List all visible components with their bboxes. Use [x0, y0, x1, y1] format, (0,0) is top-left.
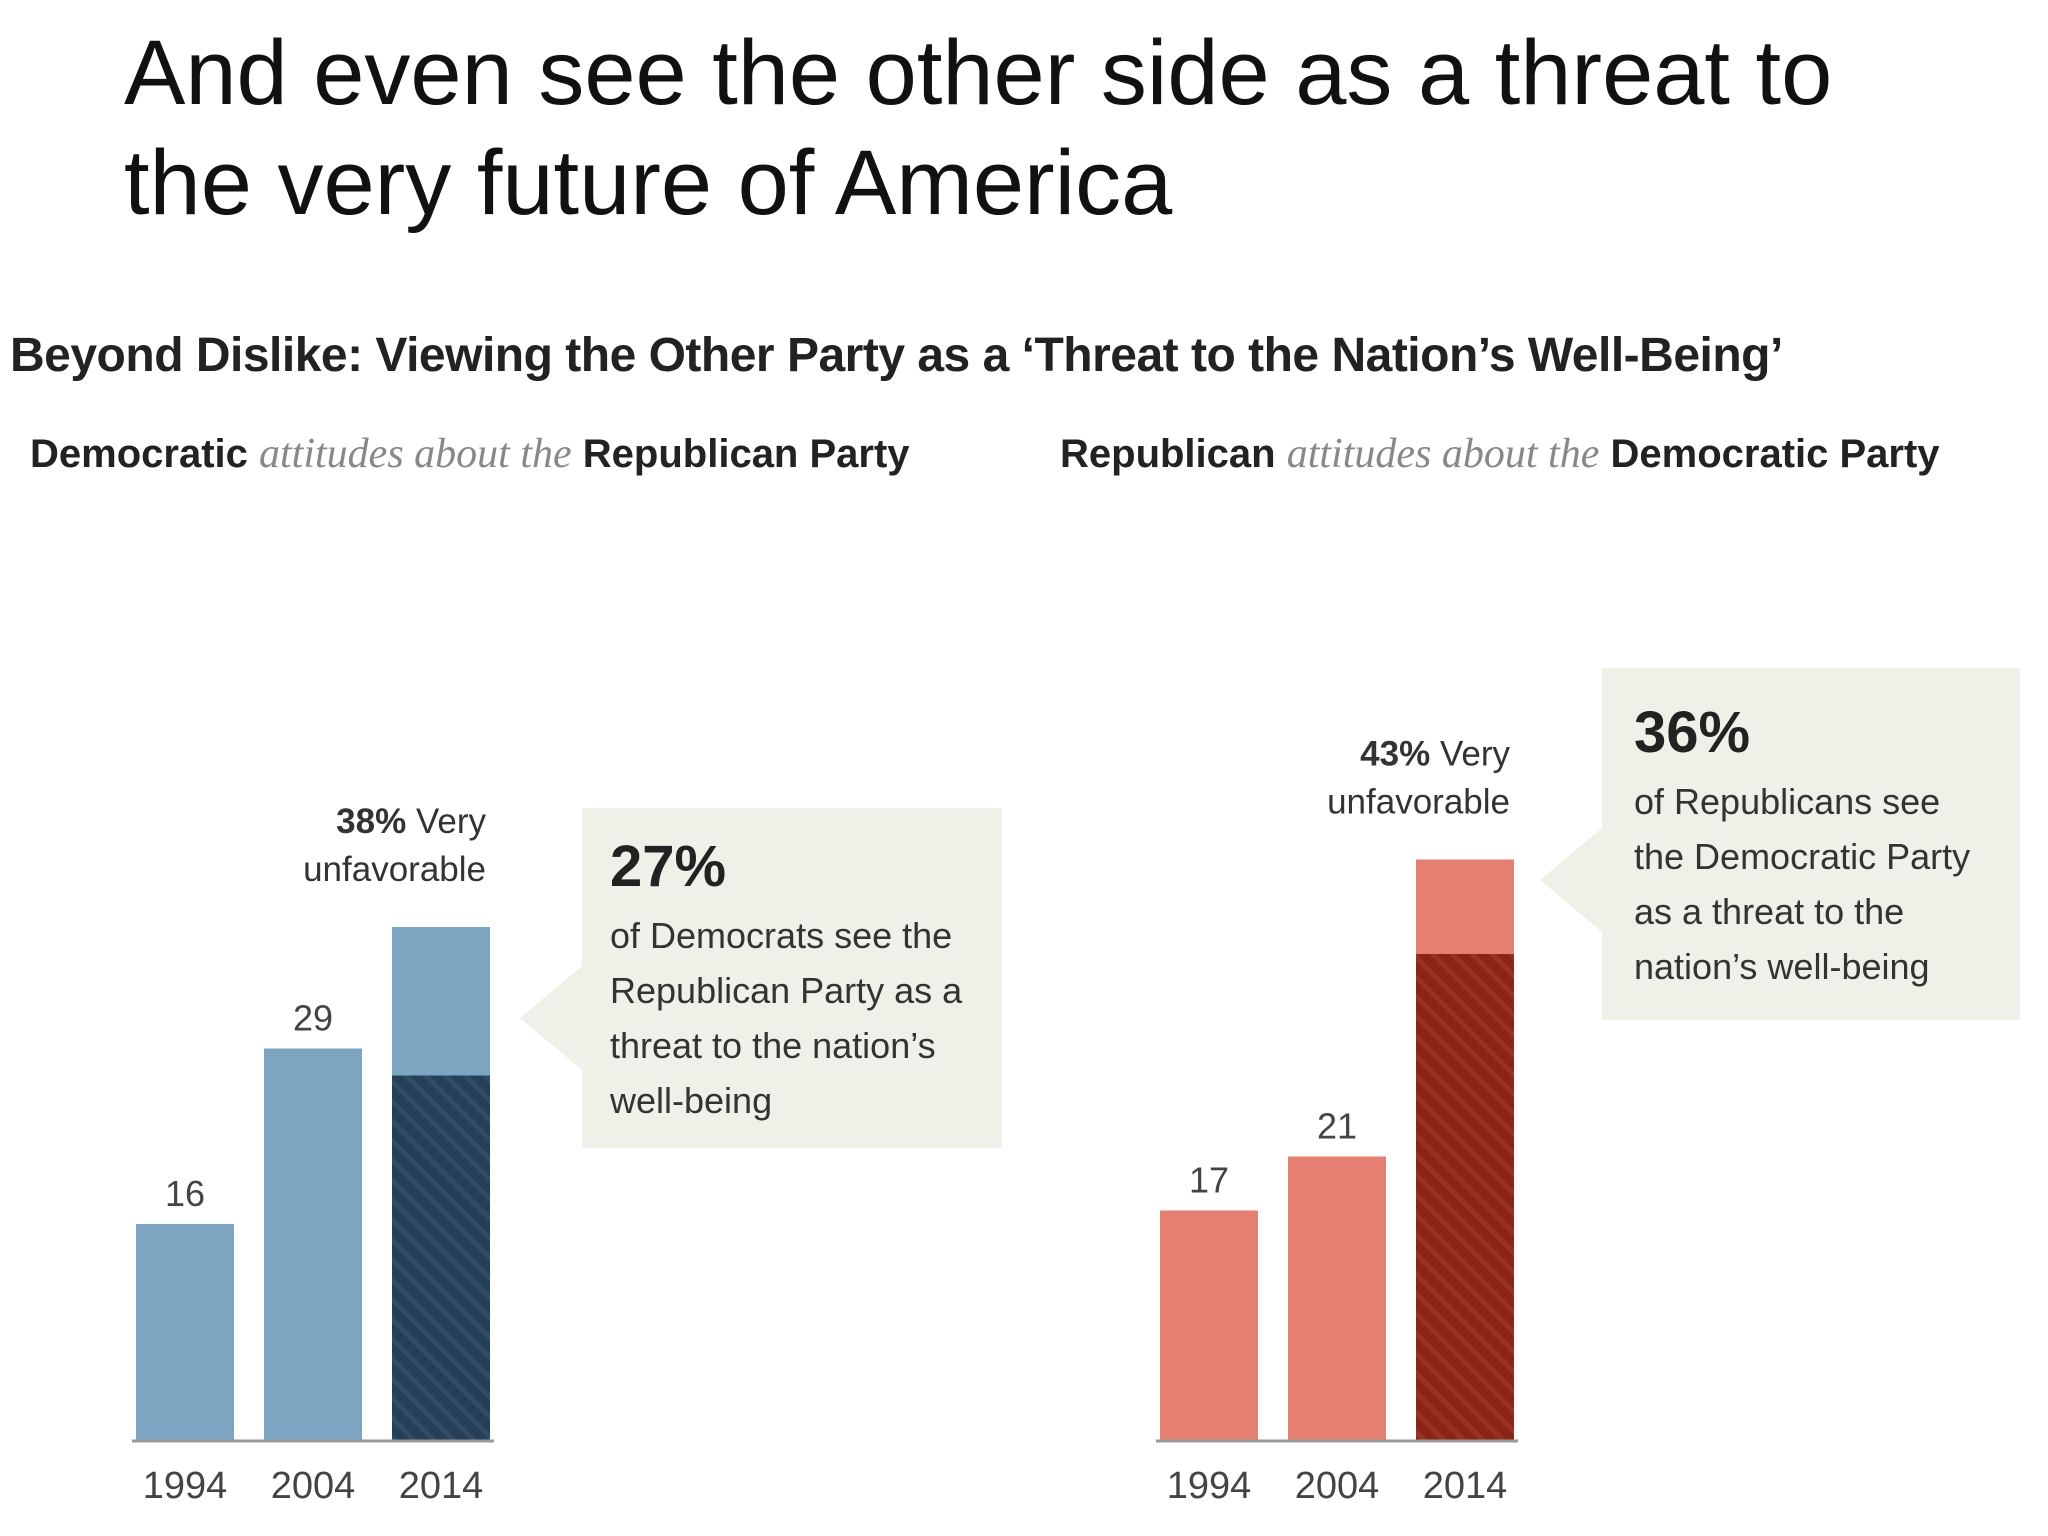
left-callout-value: 27%: [610, 834, 727, 899]
right-top-label-line2: unfavorable: [1327, 783, 1510, 822]
right-subtitle-other: Democratic Party: [1610, 432, 1940, 476]
right-subtitle-middle: attitudes about the: [1286, 431, 1600, 477]
left-top-label-line1: 38% Very: [336, 802, 486, 841]
right-callout-value: 36%: [1634, 700, 1751, 765]
left-subtitle-party: Democratic: [30, 432, 248, 476]
left-panel-subtitle: Democratic attitudes about the Republica…: [30, 428, 910, 480]
right-bar-2004: [1288, 1156, 1386, 1440]
left-data-label-2004: 29: [293, 998, 333, 1039]
right-bar-1994: [1160, 1210, 1258, 1440]
left-tick-label-1994: 1994: [143, 1465, 228, 1507]
left-subtitle-other: Republican Party: [582, 432, 910, 476]
right-top-label-line1: 43% Very: [1360, 735, 1510, 774]
right-subtitle-party: Republican: [1060, 432, 1276, 476]
left-callout-box: 27% of Democrats see the Republican Part…: [582, 808, 1002, 1148]
left-threat-bar-2014: [392, 1075, 490, 1440]
right-data-label-2004: 21: [1317, 1106, 1357, 1147]
left-data-label-1994: 16: [165, 1173, 205, 1214]
chart-title: Beyond Dislike: Viewing the Other Party …: [10, 329, 1783, 382]
right-threat-bar-2014: [1416, 954, 1514, 1440]
right-callout-pointer: [1540, 828, 1602, 932]
right-panel-subtitle: Republican attitudes about the Democrati…: [1060, 428, 1940, 480]
right-callout-text: of Republicans see the Democratic Party …: [1634, 781, 1971, 987]
left-tick-label-2014: 2014: [399, 1465, 484, 1507]
right-data-label-1994: 17: [1189, 1160, 1229, 1201]
left-callout-pointer: [520, 966, 582, 1070]
right-tick-label-1994: 1994: [1167, 1465, 1252, 1507]
left-bar-2004: [264, 1048, 362, 1440]
slide-heading: And even see the other side as a threat …: [124, 22, 1833, 234]
left-subtitle-middle: attitudes about the: [259, 431, 572, 477]
right-tick-label-2004: 2004: [1295, 1465, 1380, 1507]
right-callout-box: 36% of Republicans see the Democratic Pa…: [1602, 668, 2020, 1020]
left-callout-text: of Democrats see the Republican Party as…: [610, 915, 963, 1121]
left-bar-1994: [136, 1224, 234, 1440]
right-tick-label-2014: 2014: [1423, 1465, 1508, 1507]
left-top-label-line2: unfavorable: [303, 850, 486, 889]
left-tick-label-2004: 2004: [271, 1465, 356, 1507]
